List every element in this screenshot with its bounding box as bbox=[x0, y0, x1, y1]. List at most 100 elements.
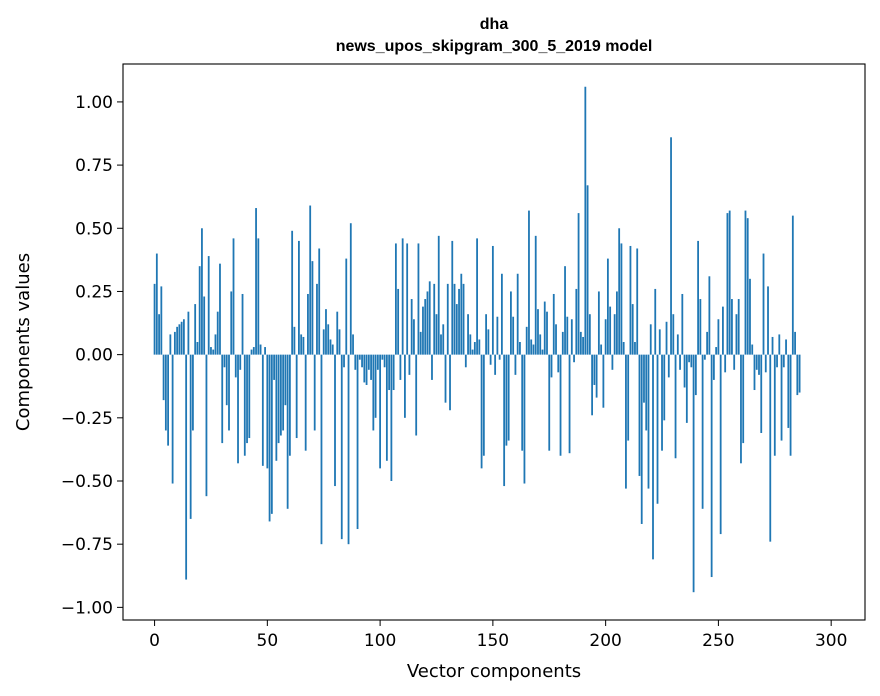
bar bbox=[273, 354, 275, 380]
bar bbox=[192, 354, 194, 431]
bar bbox=[354, 354, 357, 370]
bar bbox=[473, 342, 476, 355]
bar bbox=[201, 228, 203, 355]
bar bbox=[679, 354, 681, 370]
bar bbox=[523, 354, 526, 484]
bar bbox=[512, 316, 515, 355]
bar bbox=[180, 321, 183, 355]
bar bbox=[455, 304, 458, 355]
bar bbox=[510, 291, 512, 355]
y-axis-label: Components values bbox=[13, 253, 34, 431]
bar bbox=[634, 342, 636, 355]
bar bbox=[189, 354, 192, 519]
bar bbox=[656, 354, 659, 504]
bar bbox=[620, 243, 623, 355]
bar bbox=[537, 309, 539, 355]
bar bbox=[731, 299, 733, 355]
bar bbox=[546, 311, 548, 355]
bar bbox=[198, 266, 201, 355]
bar bbox=[460, 273, 463, 355]
bar bbox=[487, 329, 490, 355]
bar bbox=[516, 273, 519, 355]
bar bbox=[577, 213, 580, 355]
bar bbox=[507, 354, 510, 441]
bar bbox=[690, 354, 693, 368]
bar bbox=[268, 354, 271, 522]
bar bbox=[568, 354, 571, 454]
bar bbox=[248, 354, 251, 439]
bar bbox=[649, 324, 652, 355]
bar bbox=[665, 321, 668, 355]
bar bbox=[694, 354, 697, 396]
bar bbox=[663, 354, 666, 421]
bar bbox=[356, 354, 359, 530]
bar bbox=[552, 293, 555, 355]
bar bbox=[379, 354, 381, 469]
bar bbox=[275, 354, 278, 461]
bar bbox=[167, 354, 169, 446]
bar bbox=[449, 354, 451, 411]
bar bbox=[758, 354, 760, 375]
bar bbox=[367, 354, 370, 370]
bar bbox=[785, 339, 787, 355]
bar bbox=[498, 354, 501, 360]
bar bbox=[692, 354, 695, 593]
bar bbox=[467, 314, 469, 355]
bar bbox=[647, 354, 650, 489]
bar bbox=[643, 354, 645, 403]
bar bbox=[401, 238, 404, 355]
bar bbox=[257, 238, 260, 355]
bar bbox=[338, 329, 341, 355]
bar bbox=[399, 354, 402, 380]
bar bbox=[602, 354, 605, 408]
bar bbox=[539, 334, 542, 355]
bar bbox=[173, 331, 176, 355]
bar bbox=[392, 354, 395, 391]
bar bbox=[383, 354, 386, 368]
bar bbox=[505, 354, 508, 446]
bar bbox=[388, 354, 391, 391]
bar bbox=[611, 354, 614, 370]
bar bbox=[225, 354, 228, 406]
bar bbox=[746, 218, 749, 355]
bar bbox=[627, 354, 630, 441]
bar bbox=[491, 245, 494, 355]
bar bbox=[361, 354, 363, 368]
bar bbox=[735, 314, 738, 355]
bar bbox=[482, 354, 485, 456]
bar bbox=[153, 283, 156, 355]
bar bbox=[476, 238, 478, 355]
bar bbox=[559, 354, 562, 456]
bar bbox=[261, 354, 264, 466]
bar bbox=[232, 238, 235, 355]
bar bbox=[480, 354, 483, 469]
bar bbox=[336, 311, 339, 355]
bar bbox=[749, 278, 751, 355]
bar bbox=[782, 354, 785, 368]
bar bbox=[223, 354, 226, 368]
bar bbox=[629, 245, 632, 355]
bar bbox=[532, 344, 535, 355]
bar bbox=[234, 354, 237, 378]
bar bbox=[600, 344, 603, 355]
bar bbox=[613, 314, 616, 355]
bar bbox=[722, 306, 724, 355]
bar bbox=[241, 293, 244, 355]
bar bbox=[325, 309, 327, 355]
bar bbox=[494, 354, 497, 375]
bar bbox=[674, 354, 677, 459]
bar bbox=[270, 354, 273, 514]
bar bbox=[564, 266, 566, 355]
bar bbox=[288, 354, 291, 456]
bar bbox=[548, 354, 551, 451]
bar bbox=[164, 354, 167, 431]
bar bbox=[618, 228, 621, 355]
bar bbox=[214, 334, 217, 355]
bar bbox=[433, 283, 436, 355]
bar bbox=[676, 334, 679, 355]
bar bbox=[579, 331, 582, 355]
bar bbox=[155, 253, 158, 355]
bar bbox=[340, 354, 343, 540]
